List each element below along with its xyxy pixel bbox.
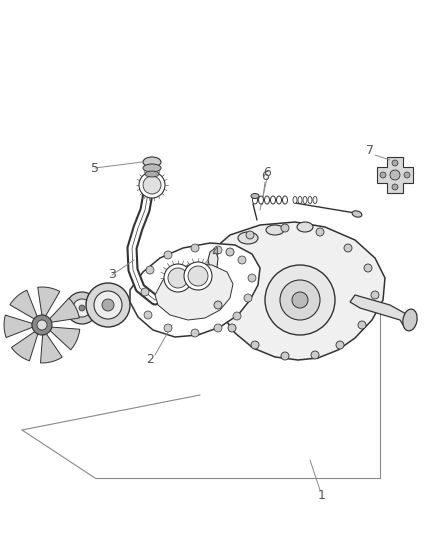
Ellipse shape xyxy=(297,197,301,204)
Circle shape xyxy=(184,262,212,290)
Circle shape xyxy=(310,351,318,359)
Circle shape xyxy=(335,341,343,349)
Ellipse shape xyxy=(264,196,269,204)
Polygon shape xyxy=(11,332,38,361)
Circle shape xyxy=(144,311,152,319)
Polygon shape xyxy=(10,290,37,319)
Circle shape xyxy=(66,292,98,324)
Ellipse shape xyxy=(265,225,283,235)
Ellipse shape xyxy=(302,197,306,204)
Polygon shape xyxy=(208,248,218,275)
Circle shape xyxy=(389,170,399,180)
Polygon shape xyxy=(40,334,62,363)
Circle shape xyxy=(164,251,172,259)
Text: 4: 4 xyxy=(211,246,219,260)
Polygon shape xyxy=(212,222,384,360)
Ellipse shape xyxy=(282,196,287,204)
Circle shape xyxy=(245,231,254,239)
Circle shape xyxy=(233,312,240,320)
Circle shape xyxy=(247,274,255,282)
Ellipse shape xyxy=(402,309,416,331)
Circle shape xyxy=(94,291,122,319)
Circle shape xyxy=(279,280,319,320)
Ellipse shape xyxy=(270,196,275,204)
Circle shape xyxy=(168,268,187,288)
Circle shape xyxy=(102,299,114,311)
Circle shape xyxy=(391,160,397,166)
Circle shape xyxy=(164,324,172,332)
Circle shape xyxy=(79,305,85,311)
Ellipse shape xyxy=(258,196,263,204)
Polygon shape xyxy=(49,298,79,322)
Circle shape xyxy=(357,321,365,329)
Text: 3: 3 xyxy=(108,269,116,281)
Text: 1: 1 xyxy=(318,489,325,503)
Circle shape xyxy=(213,324,222,332)
Circle shape xyxy=(164,264,191,292)
Circle shape xyxy=(244,294,251,302)
Circle shape xyxy=(139,172,165,198)
Ellipse shape xyxy=(297,222,312,232)
Ellipse shape xyxy=(276,196,281,204)
Ellipse shape xyxy=(252,196,257,204)
Ellipse shape xyxy=(143,157,161,167)
Text: 6: 6 xyxy=(262,166,270,180)
Circle shape xyxy=(370,291,378,299)
Circle shape xyxy=(191,329,198,337)
Circle shape xyxy=(251,341,258,349)
Circle shape xyxy=(227,324,236,332)
Circle shape xyxy=(379,172,385,178)
Ellipse shape xyxy=(351,211,361,217)
Ellipse shape xyxy=(143,164,161,172)
Circle shape xyxy=(265,265,334,335)
Text: 7: 7 xyxy=(365,143,373,157)
Circle shape xyxy=(141,288,148,296)
Polygon shape xyxy=(4,315,32,337)
Text: 6: 6 xyxy=(261,169,268,182)
Polygon shape xyxy=(130,243,259,337)
Text: 2: 2 xyxy=(146,353,154,367)
Circle shape xyxy=(363,264,371,272)
Circle shape xyxy=(343,244,351,252)
Text: 5: 5 xyxy=(91,161,99,174)
Polygon shape xyxy=(38,287,60,316)
Circle shape xyxy=(213,301,222,309)
Circle shape xyxy=(226,248,233,256)
Ellipse shape xyxy=(237,232,258,244)
Circle shape xyxy=(237,256,245,264)
Circle shape xyxy=(191,244,198,252)
Circle shape xyxy=(37,320,47,330)
Circle shape xyxy=(187,266,208,286)
Ellipse shape xyxy=(307,197,311,204)
Circle shape xyxy=(403,172,409,178)
Polygon shape xyxy=(50,327,80,350)
Circle shape xyxy=(86,283,130,327)
Circle shape xyxy=(146,266,154,274)
Circle shape xyxy=(32,315,52,335)
Circle shape xyxy=(280,224,288,232)
Circle shape xyxy=(391,184,397,190)
Circle shape xyxy=(280,352,288,360)
Ellipse shape xyxy=(292,197,297,204)
Polygon shape xyxy=(376,157,412,193)
Ellipse shape xyxy=(312,197,316,204)
Ellipse shape xyxy=(145,171,159,177)
Polygon shape xyxy=(155,264,233,320)
Ellipse shape xyxy=(251,193,258,198)
Circle shape xyxy=(291,292,307,308)
Circle shape xyxy=(315,228,323,236)
Circle shape xyxy=(213,246,222,254)
Circle shape xyxy=(73,299,91,317)
Circle shape xyxy=(143,176,161,194)
Polygon shape xyxy=(349,295,409,330)
